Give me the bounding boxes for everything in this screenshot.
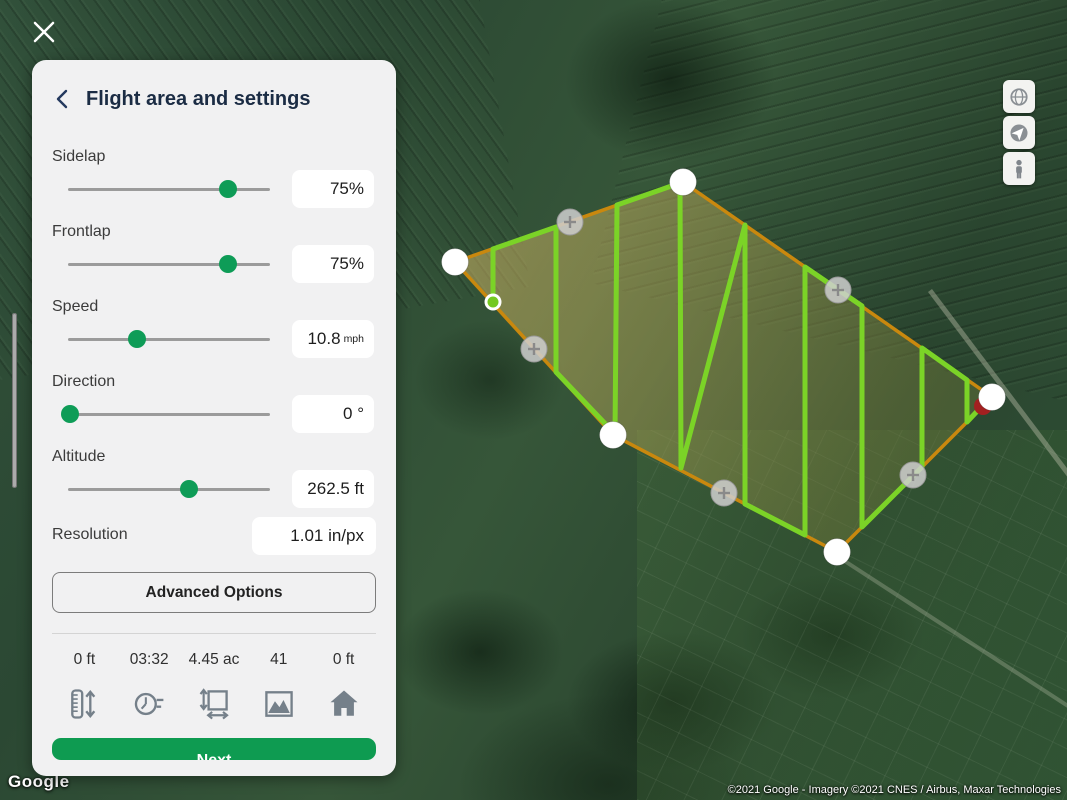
my-location-icon (1010, 123, 1028, 142)
globe-toggle-button[interactable] (1003, 80, 1035, 113)
area-vertex-handle[interactable] (823, 538, 851, 566)
speed-label: Speed (52, 298, 99, 315)
resolution-value-field[interactable]: 1.01 in/px (252, 517, 376, 555)
close-button[interactable] (31, 19, 57, 45)
slider-thumb[interactable] (180, 480, 199, 498)
next-button-label: Next (52, 752, 376, 760)
speed-control: Speed 10.8 mph (52, 298, 376, 373)
next-button[interactable]: Next (52, 738, 376, 760)
map-attribution: ©2021 Google - Imagery ©2021 CNES / Airb… (727, 784, 1061, 796)
flight-time-stat: 03:32 (129, 651, 169, 668)
speed-value-field[interactable]: 10.8 mph (292, 320, 374, 358)
direction-value-field[interactable]: 0 ° (292, 395, 374, 433)
add-vertex-handle[interactable] (824, 276, 852, 304)
slider-track[interactable] (68, 337, 270, 341)
add-vertex-handle[interactable] (556, 208, 584, 236)
frontlap-slider[interactable] (68, 255, 270, 273)
sidelap-value: 75% (329, 179, 364, 198)
google-logo: Google (8, 772, 70, 791)
slider-track[interactable] (68, 487, 270, 491)
direction-slider[interactable] (61, 405, 270, 423)
flight-stats-icons (52, 686, 376, 722)
resolution-value: 1.01 in/px (290, 526, 364, 545)
map-controls (1003, 80, 1035, 185)
photo-count-icon (265, 691, 293, 717)
path-start-marker-dot (487, 296, 499, 308)
resolution-label: Resolution (52, 526, 128, 543)
sidelap-label: Sidelap (52, 148, 106, 165)
altitude-control: Altitude 262.5 ft (52, 448, 376, 523)
area-vertex-handle[interactable] (599, 421, 627, 449)
altitude-ruler-icon (71, 689, 96, 719)
altitude-slider[interactable] (68, 480, 270, 498)
slider-thumb[interactable] (218, 180, 237, 198)
area-vertex-handle[interactable] (669, 168, 697, 196)
frontlap-label: Frontlap (52, 223, 111, 240)
area-vertex-handle[interactable] (441, 248, 469, 276)
home-altitude-stat: 0 ft (332, 651, 355, 668)
flight-stats: 0 ft 03:32 4.45 ac 41 0 ft (52, 651, 376, 669)
resolution-row: Resolution 1.01 in/px (52, 517, 376, 555)
add-vertex-handle[interactable] (899, 461, 927, 489)
slider-track[interactable] (68, 262, 270, 266)
flight-path (490, 180, 986, 538)
add-vertex-handle[interactable] (520, 335, 548, 363)
flight-time-icon (134, 692, 164, 716)
flight-area-fill (455, 182, 992, 552)
panel-header: Flight area and settings (52, 86, 310, 112)
photo-count-stat: 41 (270, 651, 288, 668)
globe-icon (1010, 87, 1028, 106)
speed-unit: mph (343, 333, 364, 345)
sidelap-slider[interactable] (68, 180, 270, 198)
area-size-stat: 4.45 ac (188, 651, 240, 668)
speed-value: 10.8 (307, 329, 341, 348)
page-title: Flight area and settings (86, 87, 311, 110)
pegman-button[interactable] (1003, 152, 1035, 185)
frontlap-control: Frontlap 75% (52, 223, 376, 298)
slider-track[interactable] (68, 412, 270, 416)
slider-thumb[interactable] (218, 255, 237, 273)
sidelap-control: Sidelap 75% (52, 148, 376, 223)
altitude-value-field[interactable]: 262.5 ft (292, 470, 374, 508)
sidelap-value-field[interactable]: 75% (292, 170, 374, 208)
pegman-icon (1016, 159, 1022, 178)
back-button[interactable] (52, 86, 72, 112)
scroll-indicator[interactable] (12, 313, 17, 488)
flight-settings-panel: Flight area and settings Sidelap 75% Fro… (32, 60, 396, 776)
area-vertex-handle[interactable] (978, 383, 1006, 411)
slider-thumb[interactable] (127, 330, 146, 348)
speed-slider[interactable] (68, 330, 270, 348)
min-altitude-stat: 0 ft (73, 651, 96, 668)
my-location-button[interactable] (1003, 116, 1035, 149)
direction-control: Direction 0 ° (52, 373, 376, 448)
add-vertex-handle[interactable] (710, 479, 738, 507)
chevron-left-icon (56, 89, 68, 109)
direction-label: Direction (52, 373, 116, 390)
slider-thumb[interactable] (61, 405, 80, 423)
frontlap-value-field[interactable]: 75% (292, 245, 374, 283)
altitude-label: Altitude (52, 448, 106, 465)
advanced-options-button[interactable]: Advanced Options (52, 572, 376, 613)
slider-track[interactable] (68, 187, 270, 191)
home-altitude-icon (330, 690, 358, 716)
area-size-icon (199, 688, 229, 720)
divider (52, 633, 376, 634)
altitude-value: 262.5 ft (307, 479, 364, 498)
direction-value: 0 ° (343, 404, 364, 423)
frontlap-value: 75% (329, 254, 364, 273)
close-icon (33, 21, 55, 43)
